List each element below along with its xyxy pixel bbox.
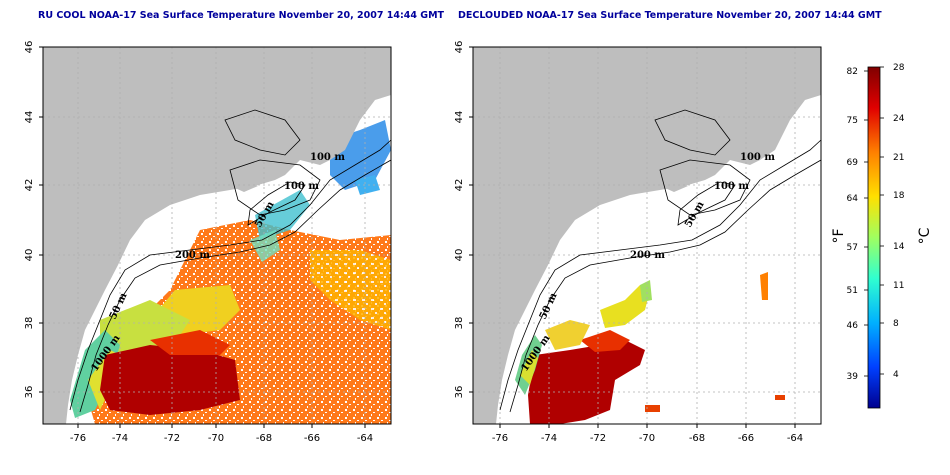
right-lat-tick: 44 — [454, 111, 465, 124]
left-contour-label-200: 200 m — [175, 250, 210, 261]
colorbar-f-tick: 64 — [847, 194, 859, 204]
right-lat-tick: 40 — [454, 249, 465, 262]
colorbar-c-tick: 4 — [893, 370, 899, 380]
colorbar-f-tick: 51 — [847, 286, 858, 296]
colorbar-c-tick: 21 — [893, 153, 904, 163]
left-lon-tick: -66 — [304, 433, 320, 444]
left-contour-label-100a: 100 m — [310, 152, 345, 163]
colorbar-f-tick: 46 — [847, 321, 859, 331]
colorbar-f-tick: 69 — [847, 158, 859, 168]
right-grid — [473, 47, 821, 424]
colorbar-f-tick: 82 — [847, 67, 858, 77]
colorbar-c-tick: 11 — [893, 281, 904, 291]
colorbar-f-tick: 75 — [847, 116, 858, 126]
colorbar-unit-c: °C — [917, 227, 933, 244]
colorbar-c-tick: 24 — [893, 114, 905, 124]
colorbar-f-tick: 39 — [847, 372, 859, 382]
left-grid — [43, 47, 391, 424]
colorbar-f-tick: 57 — [847, 243, 858, 253]
colorbar-unit-f: °F — [831, 228, 847, 243]
right-map: 100 m 100 m 50 m 200 m 50 m 1000 m -76 -… — [454, 41, 822, 444]
left-lon-tick: -70 — [208, 433, 224, 444]
left-lat-tick: 42 — [24, 179, 35, 192]
colorbar-c-tick: 28 — [893, 63, 905, 73]
right-lon-tick: -72 — [590, 433, 606, 444]
right-lat-tick: 42 — [454, 179, 465, 192]
right-contour-label-100a: 100 m — [740, 152, 775, 163]
left-contours — [69, 109, 391, 413]
right-lat-tick: 38 — [454, 317, 465, 330]
left-lon-tick: -64 — [357, 433, 373, 444]
left-lon-tick: -74 — [112, 433, 128, 444]
left-map-frame — [42, 46, 392, 425]
right-lat-tick: 36 — [454, 386, 465, 399]
left-lon-tick: -72 — [164, 433, 180, 444]
colorbar-c-tick: 14 — [893, 242, 905, 252]
left-map-title: RU COOL NOAA-17 Sea Surface Temperature … — [38, 10, 445, 21]
left-lat-tick: 38 — [24, 317, 35, 330]
right-lon-tick: -70 — [639, 433, 655, 444]
left-map: 100 m 100 m 50 m 200 m 50 m 1000 m -76 -… — [24, 41, 392, 444]
colorbar-ramp — [867, 66, 881, 409]
right-lon-tick: -66 — [738, 433, 754, 444]
left-lat-tick: 44 — [24, 111, 35, 124]
right-lat-tick: 46 — [454, 41, 465, 54]
right-lon-tick: -68 — [689, 433, 705, 444]
left-lat-tick: 36 — [24, 386, 35, 399]
left-lon-tick: -76 — [70, 433, 86, 444]
colorbar-c-tick: 8 — [893, 319, 899, 329]
right-contours — [499, 109, 821, 413]
left-lat-tick: 40 — [24, 249, 35, 262]
right-contour-label-200: 200 m — [630, 250, 665, 261]
colorbar: 82 75 69 64 57 51 46 39 28 24 21 18 14 1… — [831, 63, 933, 409]
left-contour-label-100b: 100 m — [284, 181, 319, 192]
right-contour-label-100b: 100 m — [714, 181, 749, 192]
colorbar-c-tick: 18 — [893, 191, 905, 201]
right-map-title: DECLOUDED NOAA-17 Sea Surface Temperatur… — [458, 10, 882, 21]
right-lon-tick: -74 — [541, 433, 557, 444]
left-lat-tick: 46 — [24, 41, 35, 54]
right-lon-tick: -76 — [492, 433, 508, 444]
left-lon-tick: -68 — [256, 433, 272, 444]
right-lon-tick: -64 — [787, 433, 803, 444]
